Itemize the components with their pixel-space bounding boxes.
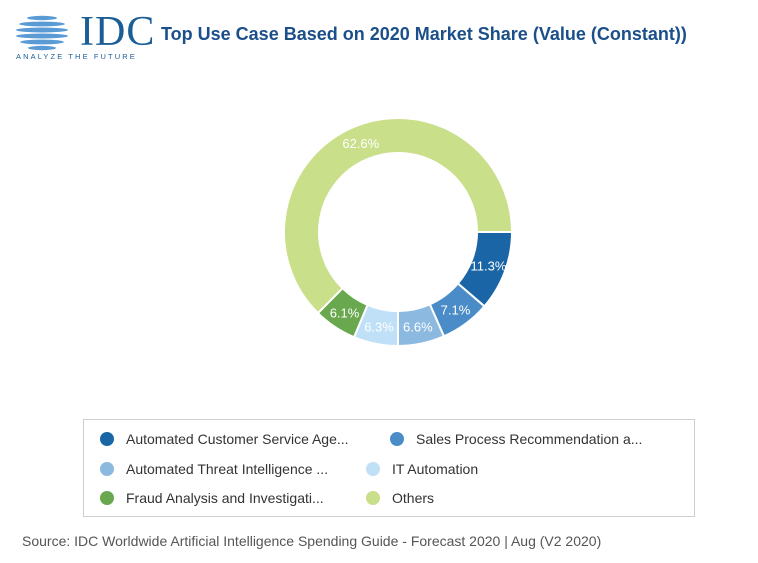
legend-item[interactable]: Automated Threat Intelligence ... bbox=[100, 461, 328, 477]
slice-label: 7.1% bbox=[441, 303, 471, 318]
idc-logo: IDC ANALYZE THE FUTURE bbox=[14, 9, 156, 64]
legend-marker bbox=[366, 462, 380, 476]
legend-item[interactable]: Automated Customer Service Age... bbox=[100, 431, 349, 447]
slice-label: 6.1% bbox=[330, 305, 360, 320]
donut-slice[interactable] bbox=[283, 117, 514, 315]
legend-item[interactable]: Fraud Analysis and Investigati... bbox=[100, 490, 324, 506]
slice-label: 6.3% bbox=[364, 320, 394, 335]
legend-marker bbox=[366, 491, 380, 505]
legend-label: IT Automation bbox=[392, 461, 479, 477]
donut-chart: 11.3% 7.1% 6.6% 6.3% 6.1% 62.6% bbox=[283, 117, 514, 348]
legend-item[interactable]: Sales Process Recommendation a... bbox=[390, 431, 642, 447]
slice-label: 62.6% bbox=[342, 136, 379, 151]
legend-label: Fraud Analysis and Investigati... bbox=[126, 490, 324, 506]
logo-wordmark: IDC bbox=[80, 9, 156, 55]
chart-title: Top Use Case Based on 2020 Market Share … bbox=[161, 24, 687, 44]
slice-label: 11.3% bbox=[471, 259, 507, 274]
legend-label: Sales Process Recommendation a... bbox=[416, 431, 643, 447]
logo-tagline: ANALYZE THE FUTURE bbox=[16, 52, 137, 61]
legend-label: Automated Customer Service Age... bbox=[126, 431, 349, 447]
legend-label: Others bbox=[392, 490, 435, 506]
legend-marker bbox=[100, 432, 114, 446]
legend-item[interactable]: Others bbox=[366, 490, 434, 506]
slice-label: 6.6% bbox=[403, 319, 433, 334]
legend-marker bbox=[100, 462, 114, 476]
chart-legend: Automated Customer Service Age... Sales … bbox=[83, 419, 695, 517]
legend-item[interactable]: IT Automation bbox=[366, 461, 478, 477]
legend-marker bbox=[390, 432, 404, 446]
globe-icon bbox=[16, 15, 68, 51]
legend-marker bbox=[100, 491, 114, 505]
source-note: Source: IDC Worldwide Artificial Intelli… bbox=[22, 533, 602, 549]
legend-label: Automated Threat Intelligence ... bbox=[126, 461, 329, 477]
